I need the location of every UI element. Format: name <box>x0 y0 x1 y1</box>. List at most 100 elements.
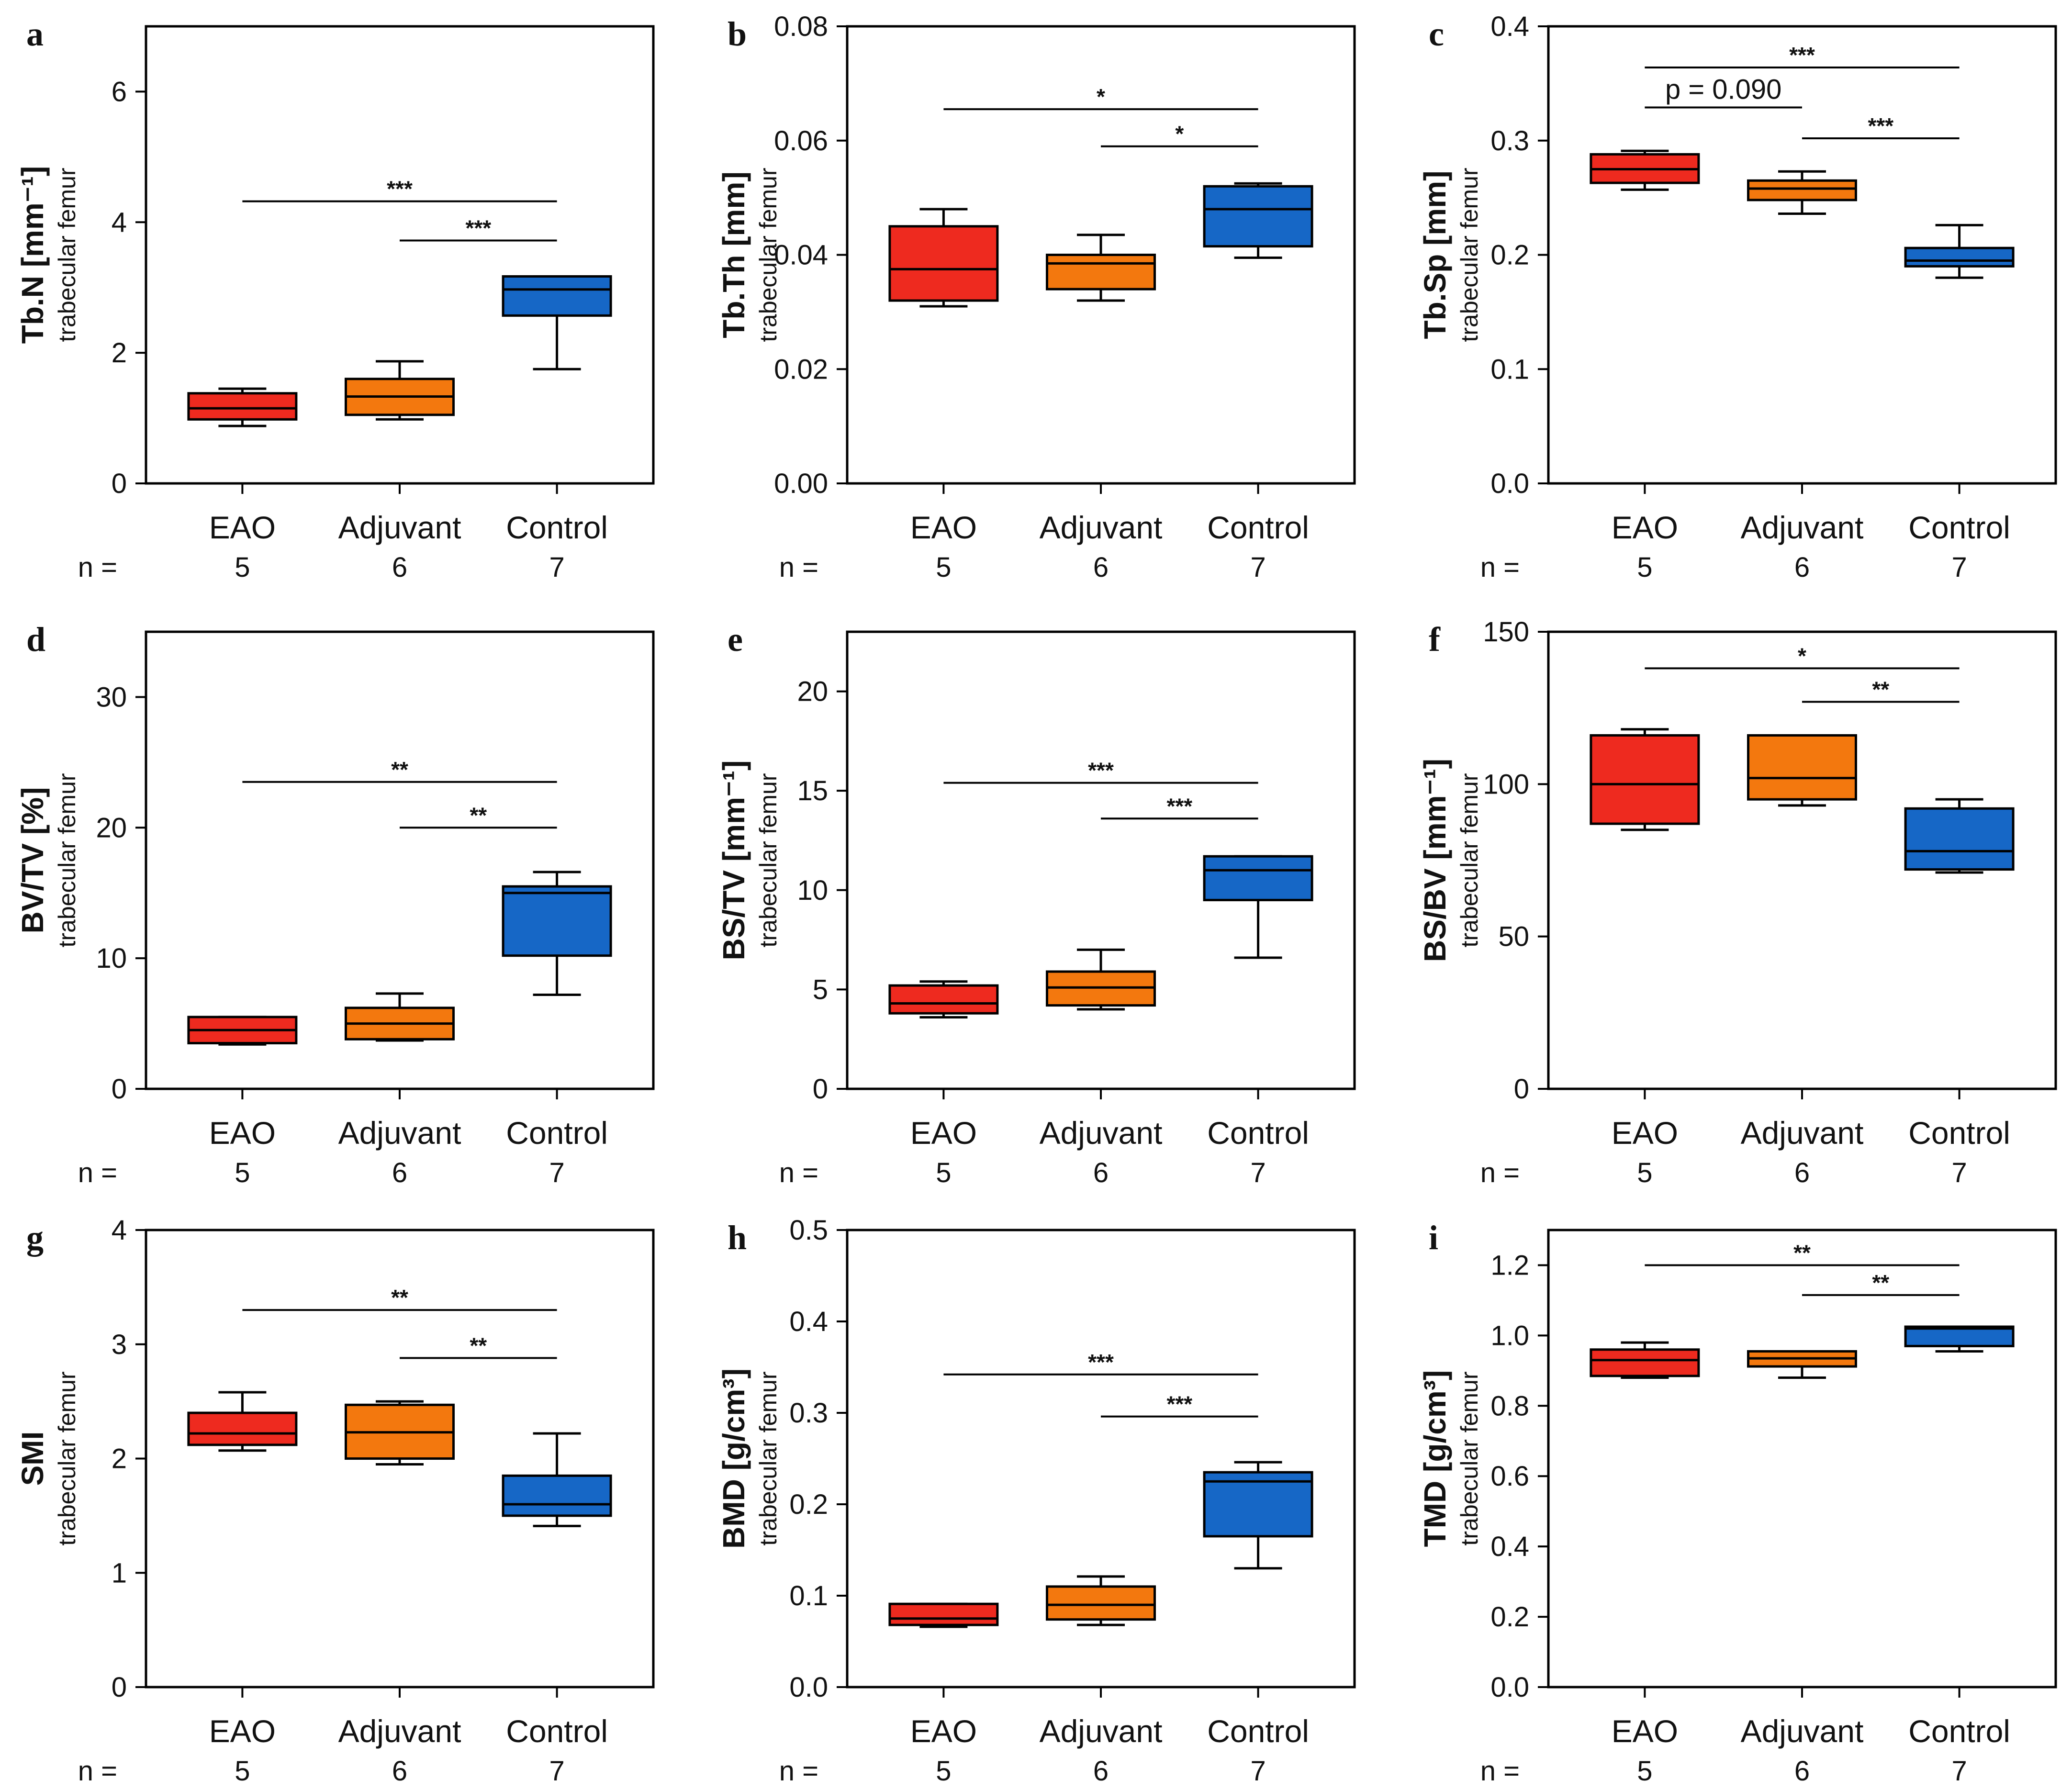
n-value: 7 <box>1951 1756 1967 1787</box>
panel-letter: i <box>1429 1219 1438 1257</box>
n-value: 7 <box>1951 1157 1967 1188</box>
category-label: EAO <box>209 1713 276 1749</box>
box-control <box>1904 224 2015 279</box>
y-axis-sublabel: trabecular femur <box>1456 168 1483 342</box>
significance-label: *** <box>1088 758 1114 783</box>
category-label: Control <box>1207 1115 1309 1151</box>
y-tick-label: 0.2 <box>1490 1601 1529 1633</box>
n-value: 5 <box>235 552 250 583</box>
y-tick-label: 6 <box>112 76 127 107</box>
panel-f: f 0 50 100 150 BS/BV [mm⁻¹] trabecular femur EA… <box>1418 616 2057 1188</box>
y-tick-label: 20 <box>797 676 828 707</box>
category-label: Adjuvant <box>1741 1713 1864 1749</box>
y-tick-label: 0.08 <box>774 11 828 42</box>
box-iqr <box>1904 246 2015 268</box>
box-adjuvant <box>345 1400 455 1466</box>
box-control <box>502 871 612 996</box>
n-value: 5 <box>936 1157 951 1188</box>
y-tick-label: 0.5 <box>789 1215 828 1246</box>
box-iqr <box>502 275 612 317</box>
n-value: 5 <box>1637 1756 1652 1787</box>
panel-h: h 0.0 0.1 0.2 0.3 0.4 0.5 BMD [g/cm³] trabecular… <box>717 1215 1356 1787</box>
y-axis-label: Tb.N [mm⁻¹] <box>15 166 50 344</box>
box-iqr <box>502 885 612 957</box>
box-adjuvant <box>345 992 455 1042</box>
y-tick-label: 0.00 <box>774 468 828 499</box>
panel-letter: e <box>728 620 743 659</box>
y-axis-sublabel: trabecular femur <box>1456 773 1483 947</box>
box-control <box>502 275 612 370</box>
y-axis-label: BMD [g/cm³] <box>717 1368 751 1549</box>
box-control <box>1904 1325 2015 1353</box>
significance-label: ** <box>391 1285 408 1310</box>
panel-letter: c <box>1429 15 1444 53</box>
y-axis-label: BS/TV [mm⁻¹] <box>717 761 751 961</box>
panel-letter: d <box>26 620 45 659</box>
category-label: EAO <box>910 1713 977 1749</box>
y-tick-label: 0.04 <box>774 240 828 271</box>
y-tick-label: 0.06 <box>774 125 828 157</box>
box-eao <box>888 208 999 308</box>
n-label: n = <box>779 552 818 583</box>
y-tick-label: 0 <box>112 1672 127 1703</box>
y-tick-label: 0.3 <box>789 1398 828 1429</box>
y-tick-label: 0 <box>112 468 127 499</box>
significance-label: *** <box>1868 113 1893 138</box>
y-axis-label: BV/TV [%] <box>15 787 50 934</box>
n-label: n = <box>779 1157 818 1188</box>
box-iqr <box>1747 179 1857 201</box>
panel-letter: b <box>728 15 747 53</box>
box-eao <box>1590 149 1700 191</box>
category-label: Adjuvant <box>1040 510 1163 545</box>
box-iqr <box>187 392 298 421</box>
y-tick-label: 100 <box>1483 769 1529 800</box>
box-control <box>1203 855 1313 959</box>
box-control <box>502 1432 612 1527</box>
category-label: Control <box>506 510 608 545</box>
n-value: 6 <box>1794 1756 1810 1787</box>
significance-label: * <box>1798 643 1806 668</box>
y-axis-label: Tb.Sp [mm] <box>1418 171 1452 339</box>
significance-label: *** <box>1166 794 1192 818</box>
y-tick-label: 0.0 <box>1490 1672 1529 1703</box>
box-control <box>1203 1461 1313 1570</box>
box-adjuvant <box>345 360 455 421</box>
y-tick-label: 0.0 <box>1490 468 1529 499</box>
y-tick-label: 0.0 <box>789 1672 828 1703</box>
y-tick-label: 2 <box>112 337 127 369</box>
panel-e: e 0 5 10 15 20 BS/TV [mm⁻¹] trabecular femur EAO… <box>717 620 1356 1188</box>
y-tick-label: 10 <box>797 875 828 906</box>
y-tick-label: 2 <box>112 1443 127 1475</box>
y-axis-label: BS/BV [mm⁻¹] <box>1418 759 1452 962</box>
box-iqr <box>1046 1585 1156 1621</box>
box-adjuvant <box>1747 1350 1857 1379</box>
category-label: Adjuvant <box>1040 1115 1163 1151</box>
n-value: 5 <box>936 552 951 583</box>
box-iqr <box>888 984 999 1015</box>
n-value: 7 <box>1951 552 1967 583</box>
category-label: EAO <box>1612 1713 1678 1749</box>
panel-letter: h <box>728 1219 747 1257</box>
n-label: n = <box>78 1157 117 1188</box>
box-iqr <box>1203 855 1313 902</box>
y-axis-sublabel: trabecular femur <box>755 773 782 947</box>
n-value: 7 <box>549 552 564 583</box>
category-label: EAO <box>910 1115 977 1151</box>
y-tick-label: 0.02 <box>774 354 828 385</box>
n-value: 7 <box>1250 1157 1266 1188</box>
n-value: 5 <box>1637 552 1652 583</box>
category-label: Control <box>1908 510 2010 545</box>
y-tick-label: 10 <box>96 943 127 974</box>
y-axis-sublabel: trabecular femur <box>755 168 782 342</box>
category-label: EAO <box>209 1115 276 1151</box>
category-label: Adjuvant <box>1741 1115 1864 1151</box>
y-axis-label: TMD [g/cm³] <box>1418 1370 1452 1547</box>
box-eao <box>187 1016 298 1046</box>
n-label: n = <box>78 1756 117 1787</box>
n-value: 5 <box>1637 1157 1652 1188</box>
box-adjuvant <box>1046 948 1156 1011</box>
y-tick-label: 1 <box>112 1557 127 1589</box>
panel-letter: g <box>26 1219 44 1257</box>
n-value: 7 <box>1250 1756 1266 1787</box>
n-label: n = <box>78 552 117 583</box>
